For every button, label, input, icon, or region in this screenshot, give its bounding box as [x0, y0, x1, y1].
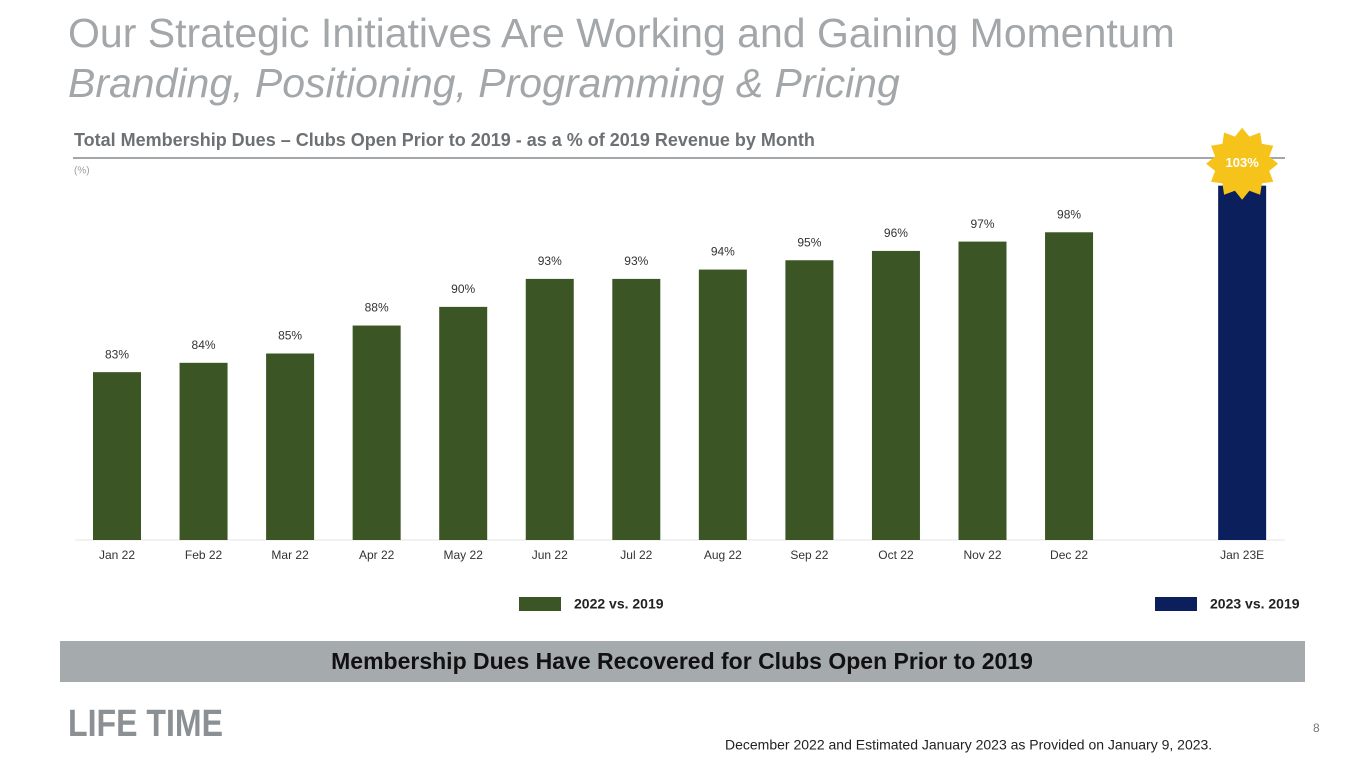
logo: LIFE TIME: [68, 703, 223, 745]
bar: [525, 278, 574, 540]
bar: [958, 241, 1007, 540]
banner-text: Membership Dues Have Recovered for Clubs…: [331, 648, 1033, 674]
value-label: 103%: [1226, 155, 1260, 170]
slide-title: Our Strategic Initiatives Are Working an…: [68, 10, 1175, 56]
x-tick-label: Jun 22: [532, 548, 568, 562]
legend-swatch: [519, 597, 561, 611]
legend-swatch: [1155, 597, 1197, 611]
footnote: December 2022 and Estimated January 2023…: [725, 737, 1212, 753]
value-label: 90%: [451, 282, 475, 296]
unit-note: (%): [74, 166, 90, 177]
x-tick-label: Dec 22: [1050, 548, 1088, 562]
x-tick-label: May 22: [444, 548, 484, 562]
x-tick-label: Oct 22: [878, 548, 914, 562]
value-label: 85%: [278, 329, 302, 343]
value-label: 84%: [192, 338, 216, 352]
chart-title: Total Membership Dues – Clubs Open Prior…: [74, 130, 815, 150]
value-label: 93%: [538, 254, 562, 268]
value-label: 98%: [1057, 207, 1081, 221]
bar: [266, 353, 315, 540]
value-label: 97%: [970, 217, 994, 231]
value-label: 83%: [105, 347, 129, 361]
value-label: 88%: [365, 301, 389, 315]
badge: [1206, 127, 1279, 200]
x-tick-label: Jul 22: [620, 548, 652, 562]
bar: [439, 306, 488, 540]
x-tick-label: Nov 22: [963, 548, 1001, 562]
legend-label: 2022 vs. 2019: [574, 596, 664, 612]
x-tick-label: Apr 22: [359, 548, 395, 562]
x-tick-label: Sep 22: [790, 548, 828, 562]
slide-subtitle: Branding, Positioning, Programming & Pri…: [68, 60, 900, 106]
bar: [93, 372, 141, 540]
banner: [60, 641, 1305, 682]
value-label: 95%: [797, 235, 821, 249]
bar: [871, 250, 920, 541]
x-tick-label: Jan 23E: [1220, 548, 1264, 562]
x-tick-label: Jan 22: [99, 548, 135, 562]
bar: [698, 269, 747, 540]
legend-label: 2023 vs. 2019: [1210, 596, 1300, 612]
page-number: 8: [1313, 721, 1320, 735]
x-tick-label: Feb 22: [185, 548, 223, 562]
bar: [1218, 185, 1267, 540]
bar: [352, 325, 401, 540]
x-tick-label: Mar 22: [271, 548, 309, 562]
value-label: 94%: [711, 245, 735, 259]
value-label: 96%: [884, 226, 908, 240]
bar: [179, 362, 228, 540]
x-tick-label: Aug 22: [704, 548, 742, 562]
value-label: 93%: [624, 254, 648, 268]
bar: [1045, 232, 1094, 540]
bar: [785, 260, 834, 540]
bar: [612, 278, 661, 540]
